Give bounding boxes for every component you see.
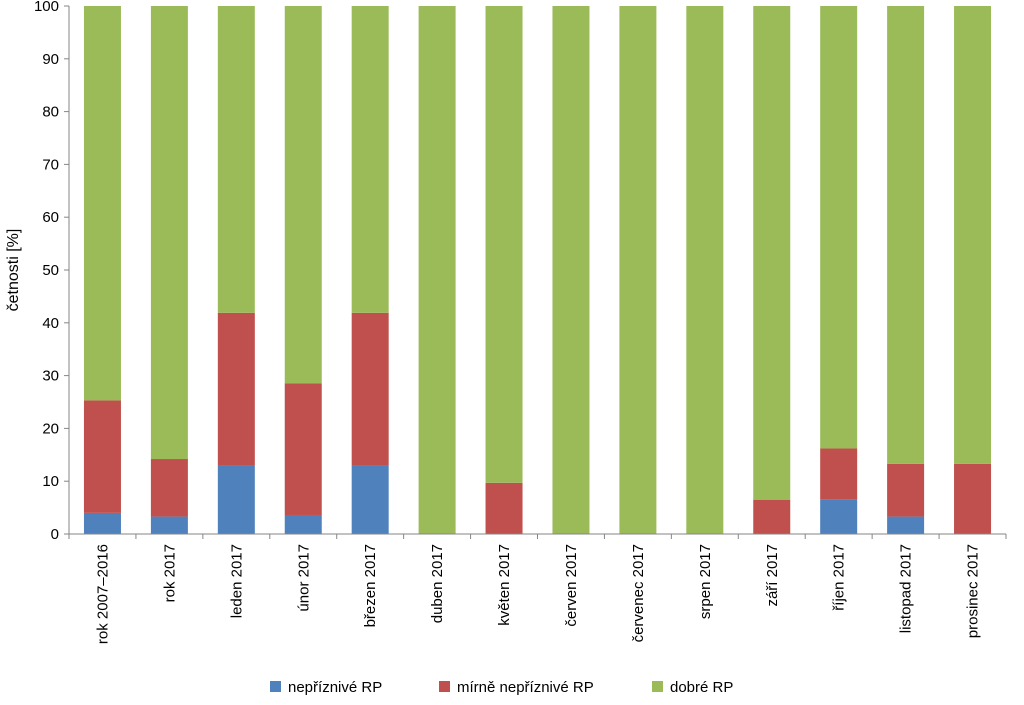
y-tick-label: 100 (34, 0, 59, 15)
axes (68, 6, 1006, 535)
y-tick-label: 30 (42, 368, 59, 385)
bar-segment (887, 463, 925, 517)
y-tick-label: 70 (42, 156, 59, 173)
x-tick-label: listopad 2017 (898, 544, 915, 633)
y-tick-label: 60 (42, 209, 59, 226)
legend: nepříznivé RP mírně nepříznivé RP dobré RP (270, 679, 733, 696)
bar-segment (217, 6, 255, 313)
x-tick-label: duben 2017 (429, 544, 446, 623)
x-tick-label: prosinec 2017 (965, 544, 982, 638)
bar-segment (217, 465, 255, 534)
bar-segment (954, 6, 992, 464)
bar-segment (954, 463, 992, 534)
legend-label: nepříznivé RP (288, 679, 382, 696)
legend-label: dobré RP (670, 679, 733, 696)
bar-segment (686, 6, 724, 534)
bar-segment (284, 6, 322, 384)
y-axis-title-group: četnosti [%] (5, 229, 22, 312)
x-tick-label: květen 2017 (496, 544, 513, 626)
bar-segment (351, 465, 389, 534)
bar-segment (820, 499, 858, 534)
bar-segment (83, 6, 121, 401)
bar-segment (820, 6, 858, 449)
x-tick-label: červen 2017 (563, 544, 580, 627)
x-tick-label: červenec 2017 (630, 544, 647, 642)
bar-segment (552, 6, 590, 534)
bar-segment (619, 6, 657, 534)
bar-segment (284, 383, 322, 515)
x-tick-label: rok 2017 (161, 544, 178, 602)
bar-segment (83, 400, 121, 513)
legend-swatch (652, 681, 663, 692)
x-tick-label: říjen 2017 (831, 544, 848, 611)
bar-segment (485, 6, 523, 483)
bar-segment (150, 459, 188, 517)
bar-segment (351, 6, 389, 313)
y-tick-label: 40 (42, 315, 59, 332)
y-axis-title: četnosti [%] (5, 229, 22, 312)
y-tick-label: 10 (42, 473, 59, 490)
y-tick-label: 50 (42, 262, 59, 279)
bar-segment (83, 512, 121, 534)
bar-segment (284, 514, 322, 534)
bars (83, 6, 992, 534)
bar-segment (753, 499, 791, 534)
bar-segment (887, 6, 925, 464)
legend-label: mírně nepříznivé RP (457, 679, 594, 696)
bar-segment (418, 6, 456, 534)
x-tick-label: březen 2017 (362, 544, 379, 627)
x-tick-label: srpen 2017 (697, 544, 714, 619)
y-tick-label: 80 (42, 104, 59, 121)
bar-segment (150, 6, 188, 460)
bar-segment (217, 312, 255, 466)
x-tick-label: leden 2017 (228, 544, 245, 618)
x-axis-ticks: rok 2007–2016 rok 2017 leden 2017 únor 2017… (68, 534, 1007, 644)
x-tick-label: rok 2007–2016 (94, 544, 111, 644)
y-tick-label: 20 (42, 420, 59, 437)
bar-segment (351, 312, 389, 466)
legend-swatch (270, 681, 281, 692)
y-tick-label: 0 (51, 526, 59, 543)
bar-segment (753, 6, 791, 500)
x-tick-label: únor 2017 (295, 544, 312, 612)
x-tick-label: září 2017 (764, 544, 781, 607)
y-tick-label: 90 (42, 51, 59, 68)
legend-swatch (439, 681, 450, 692)
bar-segment (887, 516, 925, 534)
y-axis-ticks: 0 10 20 30 40 50 60 70 80 90 100 (34, 0, 69, 543)
bar-segment (150, 516, 188, 534)
bar-segment (820, 448, 858, 500)
bar-segment (485, 482, 523, 534)
